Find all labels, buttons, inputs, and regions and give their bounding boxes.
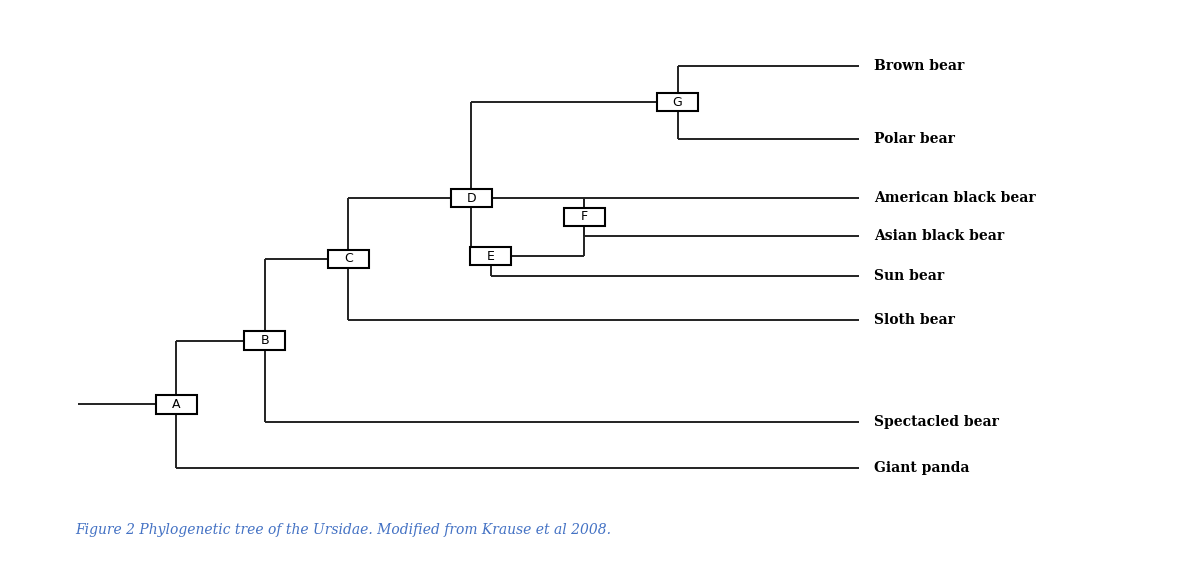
FancyBboxPatch shape (328, 250, 368, 268)
Text: American black bear: American black bear (874, 191, 1036, 205)
Text: Giant panda: Giant panda (874, 461, 970, 475)
Text: A: A (172, 398, 180, 411)
Text: D: D (467, 191, 476, 204)
Text: Spectacled bear: Spectacled bear (874, 415, 1000, 430)
FancyBboxPatch shape (244, 332, 286, 350)
Text: Polar bear: Polar bear (874, 132, 955, 145)
Text: Figure 2 Phylogenetic tree of the Ursidae. Modified from Krause et al 2008.: Figure 2 Phylogenetic tree of the Ursida… (76, 522, 612, 537)
FancyBboxPatch shape (470, 247, 511, 265)
Text: F: F (581, 211, 588, 224)
Text: B: B (260, 334, 269, 347)
Text: Asian black bear: Asian black bear (874, 229, 1004, 243)
FancyBboxPatch shape (564, 208, 605, 226)
Text: Brown bear: Brown bear (874, 59, 965, 72)
FancyBboxPatch shape (156, 395, 197, 414)
Text: G: G (673, 96, 683, 109)
FancyBboxPatch shape (450, 189, 492, 207)
Text: C: C (344, 252, 353, 265)
Text: Sun bear: Sun bear (874, 269, 944, 284)
Text: Sloth bear: Sloth bear (874, 312, 955, 327)
FancyBboxPatch shape (656, 93, 698, 112)
Text: E: E (487, 250, 494, 263)
